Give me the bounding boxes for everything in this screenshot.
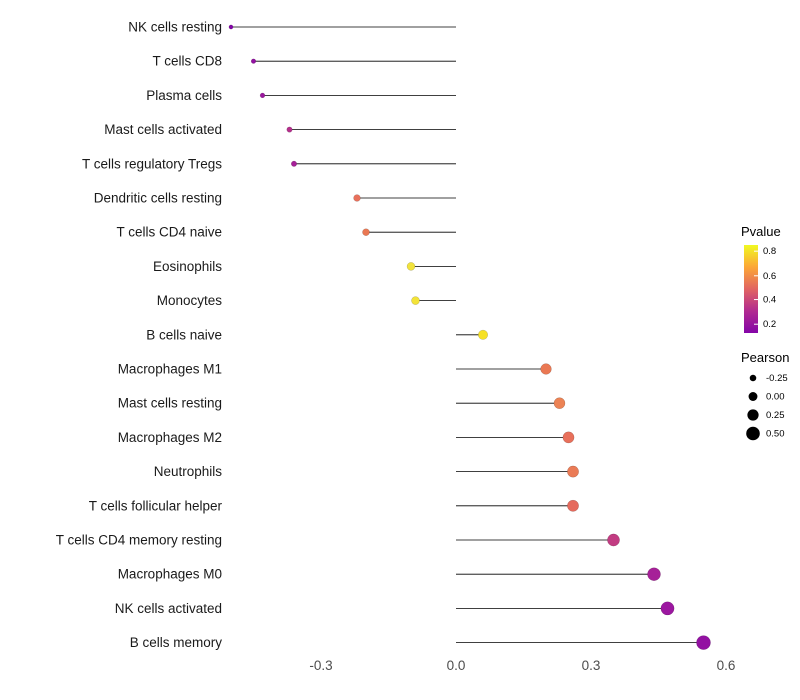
lollipop-dot — [411, 296, 420, 305]
category-label: NK cells resting — [128, 20, 222, 35]
category-label: Mast cells activated — [104, 122, 222, 137]
pvalue-tick-label: 0.2 — [763, 319, 776, 330]
pearson-size-dot — [749, 374, 757, 382]
pearson-size-dot — [746, 426, 760, 441]
lollipop-dot — [478, 329, 488, 340]
category-label: B cells naive — [146, 327, 222, 342]
pvalue-legend-title: Pvalue — [741, 224, 781, 239]
lollipop-dot — [567, 465, 579, 478]
lollipop-dot — [228, 24, 234, 30]
lollipop-dot — [406, 262, 416, 271]
lollipop-dot — [540, 363, 552, 375]
category-label: T cells regulatory Tregs — [82, 156, 222, 171]
category-label: T cells CD4 naive — [116, 225, 222, 240]
lollipop-dot — [286, 126, 293, 133]
pearson-size-label: 0.50 — [766, 429, 785, 440]
pearson-size-label: 0.00 — [766, 392, 785, 403]
category-label: Dendritic cells resting — [94, 191, 222, 206]
x-axis-tick-label: 0.3 — [582, 658, 601, 673]
lollipop-dot — [250, 58, 257, 64]
x-axis-tick-label: 0.6 — [717, 658, 736, 673]
category-label: Monocytes — [157, 293, 223, 308]
lollipop-dot — [362, 228, 370, 236]
pearson-size-label: 0.25 — [766, 410, 785, 421]
category-label: Macrophages M0 — [118, 567, 222, 582]
pearson-legend-title: Pearson — [741, 350, 789, 365]
pvalue-colorbar — [744, 245, 758, 333]
lollipop-dot — [562, 431, 575, 444]
lollipop-dot — [696, 635, 711, 650]
lollipop-dot — [660, 601, 675, 616]
lollipop-dot — [259, 92, 266, 99]
category-label: B cells memory — [130, 635, 223, 650]
category-label: NK cells activated — [115, 601, 222, 616]
category-label: Neutrophils — [154, 464, 223, 479]
lollipop-dot — [647, 567, 661, 581]
category-label: Macrophages M2 — [118, 430, 222, 445]
lollipop-dot — [567, 499, 579, 512]
x-axis-tick-label: 0.0 — [447, 658, 466, 673]
pvalue-tick-label: 0.6 — [763, 271, 776, 282]
lollipop-dot — [607, 533, 620, 547]
category-label: Macrophages M1 — [118, 362, 222, 377]
category-label: T cells CD8 — [152, 54, 222, 69]
lollipop-dot — [353, 194, 361, 202]
category-label: Eosinophils — [153, 259, 222, 274]
category-label: Plasma cells — [146, 88, 222, 103]
pearson-size-label: -0.25 — [766, 373, 788, 384]
category-label: T cells CD4 memory resting — [56, 533, 222, 548]
lollipop-dot — [291, 160, 297, 167]
x-axis-tick-label: -0.3 — [309, 658, 332, 673]
pearson-size-dot — [747, 409, 759, 421]
category-label: T cells follicular helper — [89, 498, 223, 513]
pearson-size-dot — [748, 392, 758, 401]
pvalue-tick-label: 0.8 — [763, 246, 776, 257]
lollipop-dot — [553, 397, 566, 409]
pvalue-tick-label: 0.4 — [763, 295, 776, 306]
category-label: Mast cells resting — [118, 396, 222, 411]
